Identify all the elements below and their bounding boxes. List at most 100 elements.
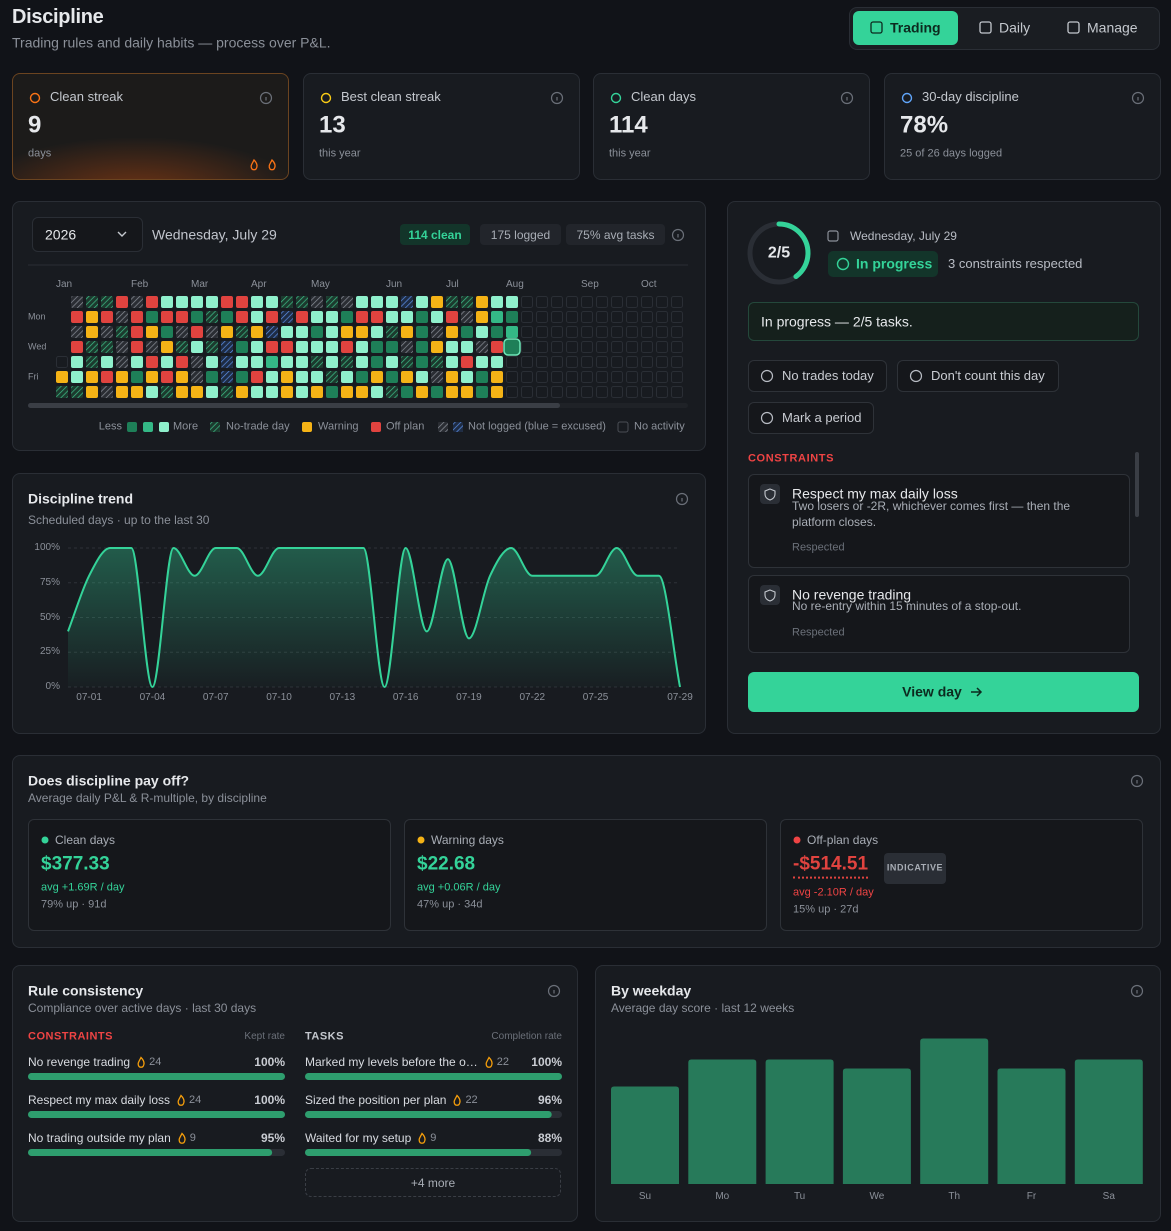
stat-card	[303, 73, 580, 180]
rules-rate: Kept rate	[244, 1031, 285, 1042]
view-day-button[interactable]	[748, 672, 1139, 712]
x-tick-label: 07-04	[139, 692, 166, 703]
constraint-title: No revenge trading	[792, 586, 912, 603]
section-subtitle: Compliance over active days · last 30 da…	[28, 1000, 257, 1015]
today-panel	[727, 201, 1161, 734]
constraint-title: Respect my max daily loss	[792, 485, 958, 502]
x-tick-label: 07-29	[667, 692, 693, 703]
stat-label: Best clean streak	[341, 89, 441, 105]
rule-row: Marked my levels before the o… 22 100%	[305, 1054, 562, 1070]
month-label: May	[311, 279, 330, 290]
indicative-badge	[884, 853, 946, 884]
action-button[interactable]	[748, 402, 874, 434]
weekday-label: Fri	[28, 371, 39, 382]
flame-icon	[137, 1056, 145, 1068]
constraint-desc: No re-entry within 15 minutes of a stop-…	[792, 599, 1022, 613]
legend-less: Less	[98, 420, 122, 433]
rules-rate: Completion rate	[491, 1031, 562, 1042]
progress-message-text: In progress — 2/5 tasks.	[761, 313, 913, 330]
rule-rate: 100%	[531, 1055, 562, 1069]
rule-name: No revenge trading	[28, 1055, 131, 1069]
y-tick-label: 100%	[34, 542, 60, 553]
y-tick-label: 75%	[39, 576, 60, 588]
calendar-date: Wednesday, July 29	[152, 226, 277, 243]
chart-title: By weekday	[611, 982, 692, 999]
y-tick-label: 25%	[39, 646, 60, 658]
stat-value: 13	[319, 111, 346, 139]
chart-title: Discipline trend	[28, 490, 134, 507]
stat-label: 30-day discipline	[922, 89, 1019, 105]
flame-icon	[178, 1132, 186, 1144]
month-label: Jul	[446, 279, 459, 290]
section-subtitle: Average daily P&L & R-multiple, by disci…	[28, 790, 267, 805]
payoff-label: Clean days	[55, 832, 116, 847]
legend-label: Not logged (blue = excused)	[468, 420, 606, 433]
tab-label[interactable]: Manage	[1087, 19, 1138, 36]
stat-value: 9	[28, 111, 42, 139]
respected-count: 3 constraints respected	[948, 256, 1083, 272]
flame-icon	[177, 1094, 185, 1106]
page-subtitle: Trading rules and daily habits — process…	[12, 34, 331, 51]
shield-icon-bg	[760, 484, 780, 504]
rule-streak: 24	[149, 1056, 162, 1068]
progress-label: 2/5	[767, 244, 791, 262]
payoff-label: Warning days	[431, 832, 504, 847]
calendar-badge	[480, 224, 561, 245]
section-title: Rule consistency	[28, 982, 144, 999]
rule-row: Waited for my setup 9 88%	[305, 1130, 562, 1146]
rule-rate: 100%	[254, 1093, 285, 1107]
payoff-r: avg +1.69R / day	[41, 881, 125, 894]
month-label: Jun	[386, 279, 403, 290]
tab-label[interactable]: Trading	[890, 19, 941, 36]
rule-streak: 22	[496, 1056, 509, 1068]
x-tick-label: Fr	[1026, 1191, 1037, 1202]
section-heading: CONSTRAINTS	[748, 452, 835, 465]
progress-message	[748, 302, 1139, 341]
legend-label: No activity	[634, 420, 685, 433]
stat-label: Clean days	[631, 89, 697, 105]
x-tick-label: 07-10	[266, 692, 292, 703]
stat-card	[12, 73, 289, 180]
weekday-label: Wed	[28, 341, 47, 352]
x-tick-label: 07-16	[392, 692, 419, 703]
y-tick-label: 0%	[45, 681, 60, 692]
constraint-desc: Two losers or -2R, whichever comes first…	[792, 499, 1071, 529]
rule-rate: 100%	[254, 1055, 285, 1069]
action-label: Mark a period	[782, 410, 862, 426]
payoff-card	[28, 819, 391, 931]
action-button[interactable]	[897, 360, 1059, 392]
payoff-label: Off-plan days	[807, 832, 879, 847]
stat-card	[884, 73, 1161, 180]
rule-name: Marked my levels before the o…	[305, 1055, 478, 1069]
payoff-stats: 15% up · 27d	[793, 903, 859, 916]
flame-icon	[137, 1056, 145, 1068]
x-tick-label: Th	[948, 1191, 961, 1202]
rule-name: Sized the position per plan	[305, 1093, 447, 1107]
flame-icon	[485, 1056, 493, 1068]
flame-icon	[178, 1132, 186, 1144]
more-button[interactable]	[305, 1168, 561, 1197]
constraint-card	[748, 575, 1130, 653]
rule-row: No trading outside my plan 9 95%	[28, 1130, 285, 1146]
rule-name: Respect my max daily loss	[28, 1093, 171, 1107]
tab-label[interactable]: Daily	[999, 19, 1031, 36]
rule-streak: 9	[189, 1132, 196, 1144]
month-label: Apr	[251, 279, 267, 290]
legend-more: More	[173, 420, 199, 433]
constraint-card	[748, 474, 1130, 568]
rule-streak: 9	[430, 1132, 437, 1144]
stat-note: 25 of 26 days logged	[900, 147, 1003, 160]
y-tick-label: 50%	[39, 611, 60, 623]
month-label: Oct	[641, 279, 657, 290]
page-title: Discipline	[12, 6, 104, 28]
rules-heading: CONSTRAINTS	[28, 1030, 113, 1043]
x-tick-label: 07-22	[519, 692, 546, 703]
payoff-card	[404, 819, 767, 931]
month-label: Sep	[581, 279, 599, 290]
calendar-badge-label: 114 clean	[408, 227, 462, 242]
rule-streak: 24	[189, 1094, 202, 1106]
payoff-r: avg +0.06R / day	[417, 881, 501, 894]
stat-value: 114	[609, 111, 648, 139]
calendar-badge	[400, 224, 470, 245]
flame-icon	[418, 1132, 426, 1144]
